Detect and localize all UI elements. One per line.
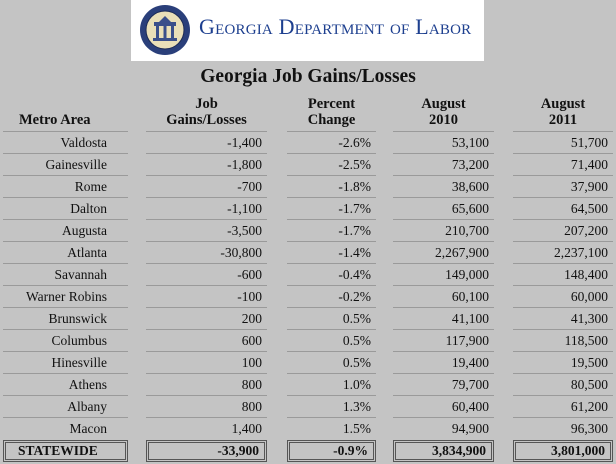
header-job-gains-losses: Job Gains/Losses bbox=[166, 96, 247, 128]
table-cell-aug2010: 19,400 bbox=[393, 351, 494, 374]
table-cell-gains: 600 bbox=[146, 329, 267, 352]
table-cell-gains: 800 bbox=[146, 373, 267, 396]
table-cell-aug2010: 149,000 bbox=[393, 263, 494, 286]
table-title: Georgia Job Gains/Losses bbox=[200, 66, 416, 87]
table-cell-aug2011: 61,200 bbox=[513, 395, 613, 418]
table-cell-gains: -30,800 bbox=[146, 241, 267, 264]
table-cell-gains: 200 bbox=[146, 307, 267, 330]
header-metro-area: Metro Area bbox=[19, 112, 91, 128]
table-cell-pct: -0.2% bbox=[287, 285, 376, 308]
statewide-total-aug2011: 3,801,000 bbox=[513, 440, 613, 462]
table-cell-aug2011: 148,400 bbox=[513, 263, 613, 286]
table-cell-aug2010: 94,900 bbox=[393, 417, 494, 440]
table-cell-aug2010: 60,100 bbox=[393, 285, 494, 308]
header-august-2010: August 2010 bbox=[421, 96, 466, 128]
statewide-total-metro: STATEWIDE bbox=[3, 440, 128, 462]
table-cell-gains: 800 bbox=[146, 395, 267, 418]
table-cell-pct: 0.5% bbox=[287, 351, 376, 374]
table-cell-metro: Dalton bbox=[3, 197, 128, 220]
table-cell-aug2010: 210,700 bbox=[393, 219, 494, 242]
table-cell-aug2011: 80,500 bbox=[513, 373, 613, 396]
table-cell-aug2010: 73,200 bbox=[393, 153, 494, 176]
table-cell-gains: 1,400 bbox=[146, 417, 267, 440]
table-cell-pct: -1.7% bbox=[287, 197, 376, 220]
table-cell-pct: -1.8% bbox=[287, 175, 376, 198]
table-cell-aug2010: 117,900 bbox=[393, 329, 494, 352]
table-cell-aug2011: 207,200 bbox=[513, 219, 613, 242]
org-name: Georgia Department of Labor bbox=[199, 14, 472, 39]
table-cell-gains: -100 bbox=[146, 285, 267, 308]
table-cell-metro: Macon bbox=[3, 417, 128, 440]
table-cell-pct: -2.5% bbox=[287, 153, 376, 176]
table-cell-aug2010: 38,600 bbox=[393, 175, 494, 198]
table-cell-aug2010: 53,100 bbox=[393, 131, 494, 154]
table-cell-gains: -1,800 bbox=[146, 153, 267, 176]
statewide-total-pct: -0.9% bbox=[287, 440, 376, 462]
table-cell-pct: 1.3% bbox=[287, 395, 376, 418]
table-cell-aug2011: 51,700 bbox=[513, 131, 613, 154]
table-cell-metro: Columbus bbox=[3, 329, 128, 352]
table-cell-aug2010: 41,100 bbox=[393, 307, 494, 330]
statewide-total-aug2010: 3,834,900 bbox=[393, 440, 494, 462]
table-cell-metro: Albany bbox=[3, 395, 128, 418]
banner: Georgia Department of Labor bbox=[131, 0, 484, 61]
table-cell-pct: 0.5% bbox=[287, 329, 376, 352]
table-cell-gains: -1,100 bbox=[146, 197, 267, 220]
table-cell-aug2011: 19,500 bbox=[513, 351, 613, 374]
header-percent-change: Percent Change bbox=[307, 96, 356, 128]
table-cell-pct: -0.4% bbox=[287, 263, 376, 286]
table-cell-aug2010: 79,700 bbox=[393, 373, 494, 396]
table-cell-gains: 100 bbox=[146, 351, 267, 374]
table-cell-metro: Gainesville bbox=[3, 153, 128, 176]
table-cell-aug2011: 2,237,100 bbox=[513, 241, 613, 264]
table-cell-aug2011: 118,500 bbox=[513, 329, 613, 352]
table-cell-metro: Augusta bbox=[3, 219, 128, 242]
table-cell-aug2011: 41,300 bbox=[513, 307, 613, 330]
table-cell-metro: Athens bbox=[3, 373, 128, 396]
statewide-total-gains: -33,900 bbox=[146, 440, 267, 462]
table-cell-metro: Valdosta bbox=[3, 131, 128, 154]
georgia-seal-logo bbox=[140, 5, 190, 55]
header-august-2011: August 2011 bbox=[540, 96, 586, 128]
table-cell-aug2010: 2,267,900 bbox=[393, 241, 494, 264]
table-cell-metro: Brunswick bbox=[3, 307, 128, 330]
table-cell-aug2010: 60,400 bbox=[393, 395, 494, 418]
table-cell-metro: Savannah bbox=[3, 263, 128, 286]
table-cell-metro: Warner Robins bbox=[3, 285, 128, 308]
table-cell-gains: -3,500 bbox=[146, 219, 267, 242]
table-cell-metro: Hinesville bbox=[3, 351, 128, 374]
table-cell-metro: Atlanta bbox=[3, 241, 128, 264]
table-cell-gains: -700 bbox=[146, 175, 267, 198]
table-cell-pct: -1.4% bbox=[287, 241, 376, 264]
table-cell-gains: -600 bbox=[146, 263, 267, 286]
table-cell-pct: 1.5% bbox=[287, 417, 376, 440]
table-cell-pct: 1.0% bbox=[287, 373, 376, 396]
table-cell-aug2011: 71,400 bbox=[513, 153, 613, 176]
table-cell-pct: -2.6% bbox=[287, 131, 376, 154]
table-cell-metro: Rome bbox=[3, 175, 128, 198]
table-cell-pct: 0.5% bbox=[287, 307, 376, 330]
table-cell-aug2011: 60,000 bbox=[513, 285, 613, 308]
table-cell-pct: -1.7% bbox=[287, 219, 376, 242]
table-cell-aug2010: 65,600 bbox=[393, 197, 494, 220]
table-cell-gains: -1,400 bbox=[146, 131, 267, 154]
table-cell-aug2011: 37,900 bbox=[513, 175, 613, 198]
table-cell-aug2011: 96,300 bbox=[513, 417, 613, 440]
table-cell-aug2011: 64,500 bbox=[513, 197, 613, 220]
